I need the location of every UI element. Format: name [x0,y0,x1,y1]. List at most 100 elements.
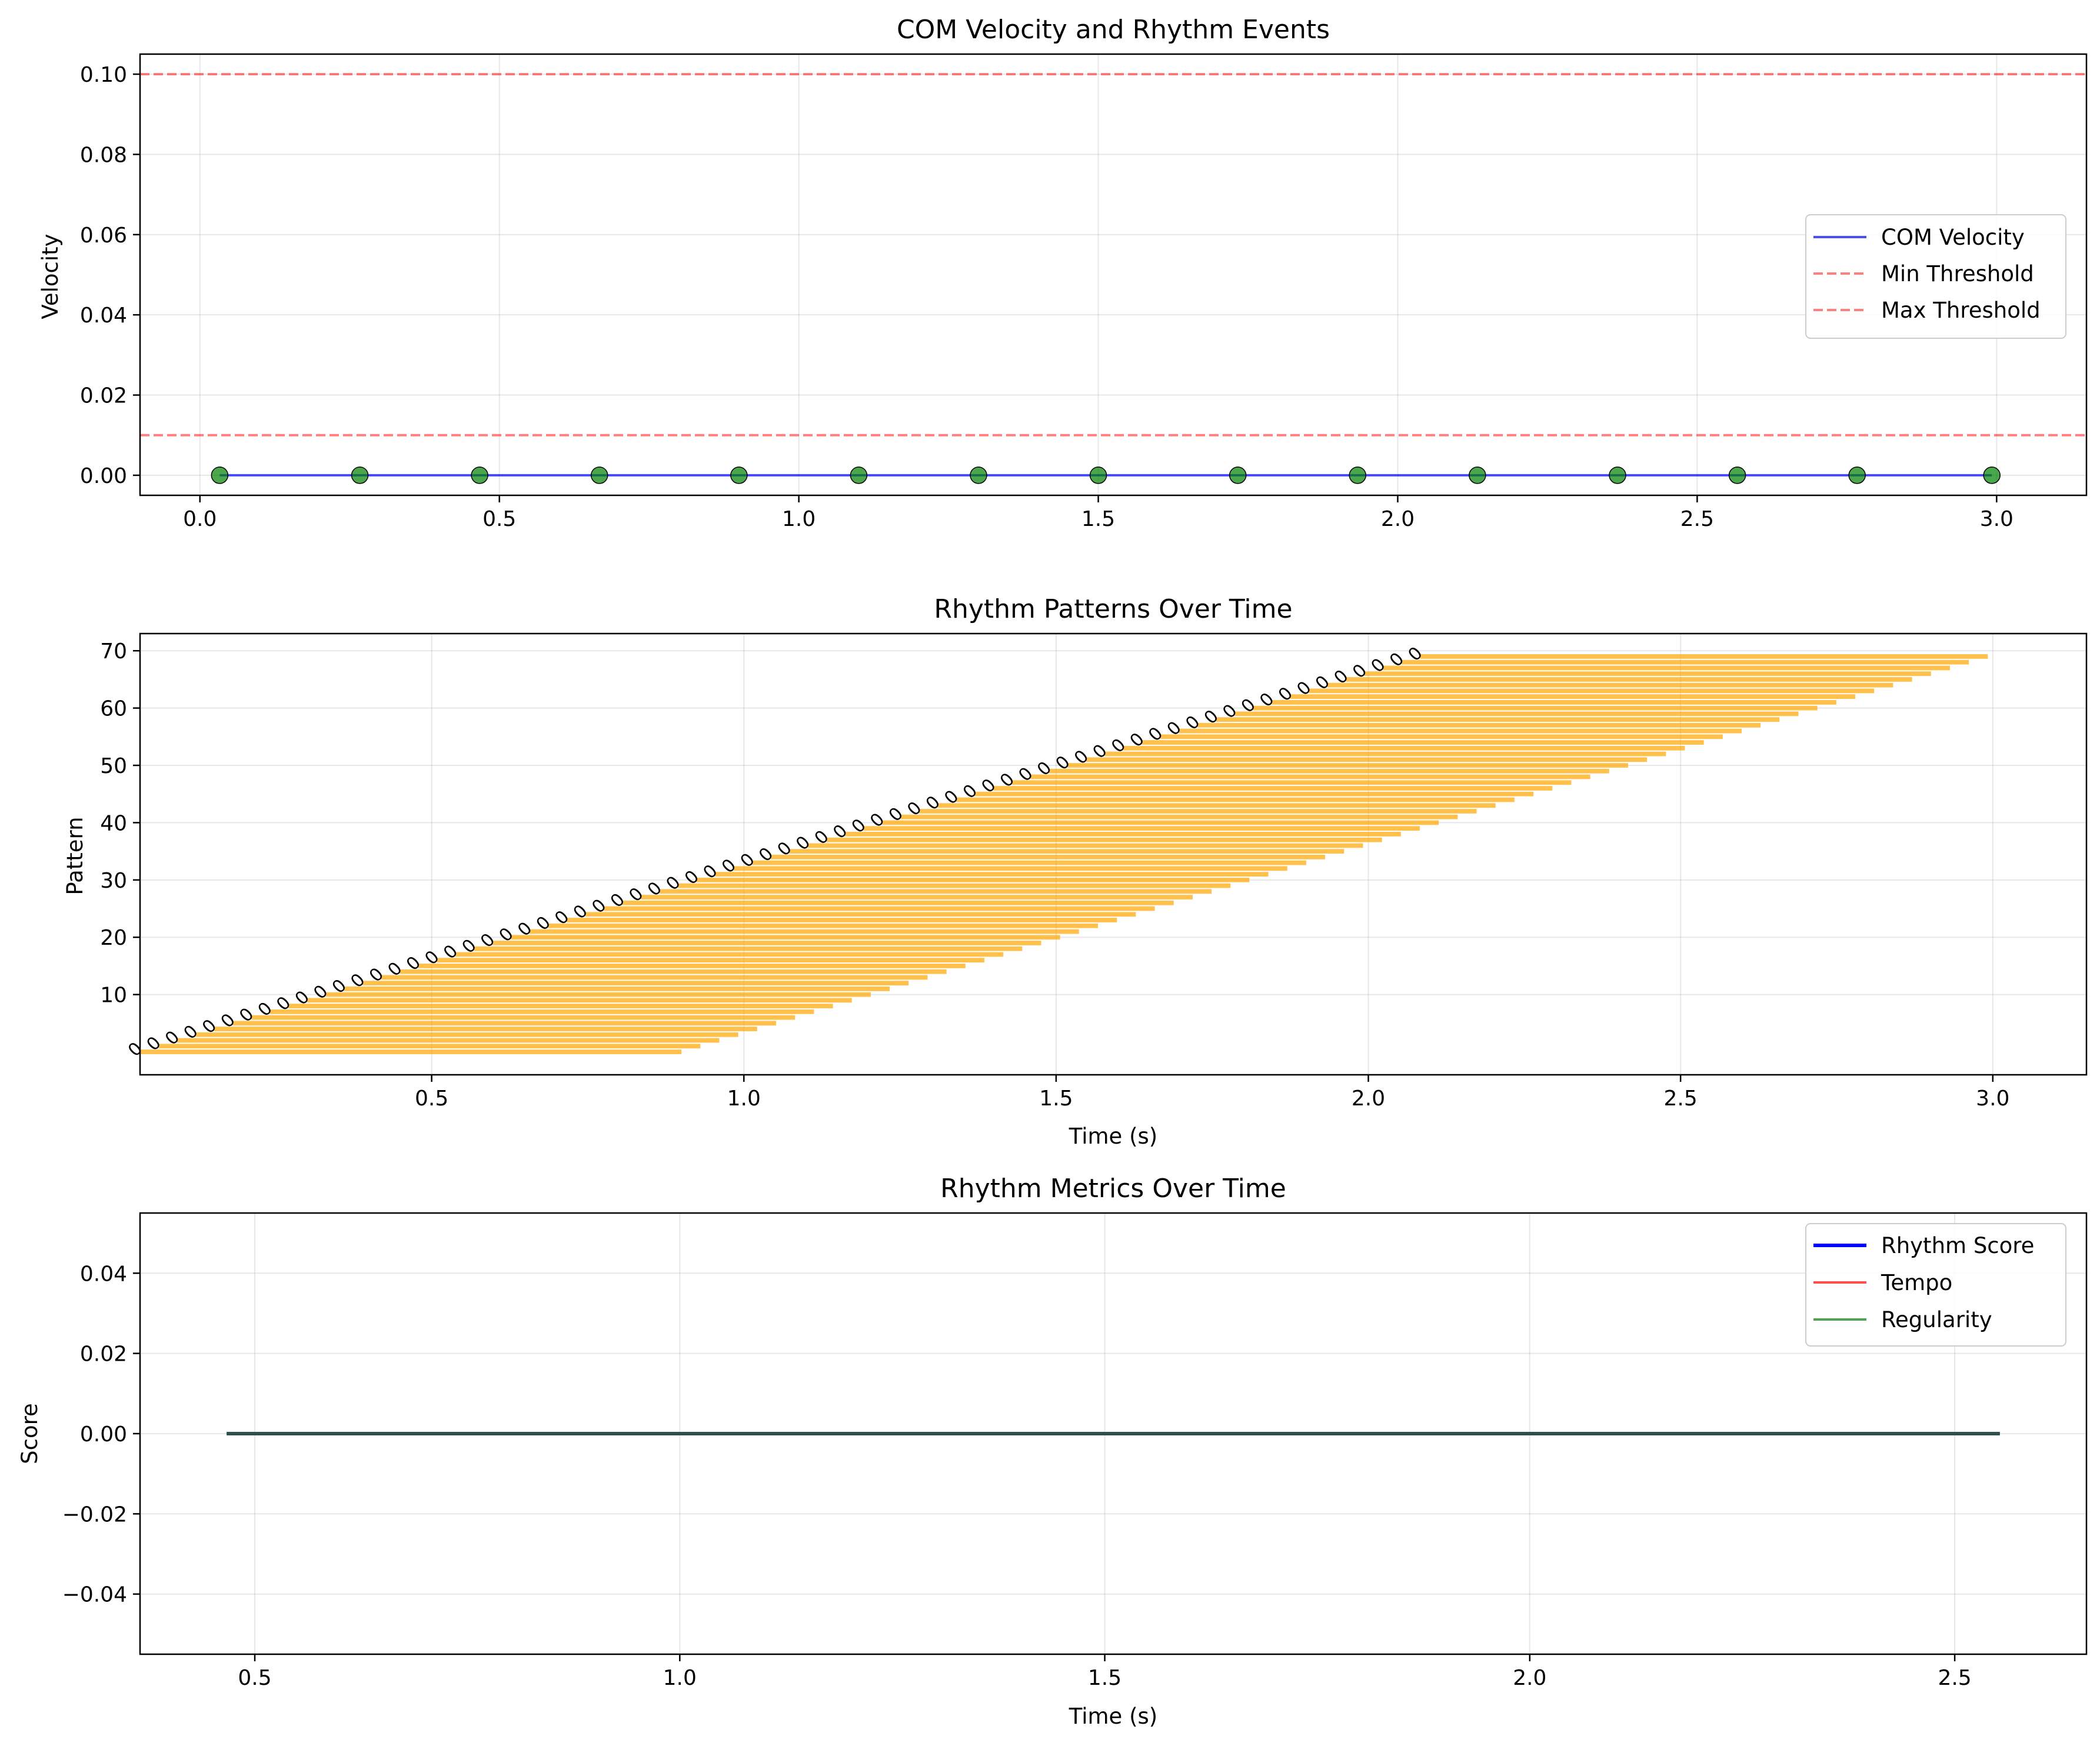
metrics-frame [139,1212,2088,1655]
velocity-series [140,73,2086,484]
velocity-y-tick-label: 0.08 [80,143,127,167]
pattern-bar [455,952,1004,957]
pattern-bar [659,889,1212,894]
pattern-bar [1364,671,1931,677]
pattern-bar [1346,677,1912,682]
pattern-bar [1104,751,1666,757]
legend-label-max-threshold: Max Threshold [1881,298,2041,323]
metrics-y-tick-label: −0.04 [62,1583,127,1607]
patterns-frame [139,632,2088,1076]
velocity-ticks: 0.0 0.5 1.0 1.5 2.0 2.5 3.0 0.00 0.02 0.04 0.06 0.0… [80,63,2014,531]
pattern-bar [937,803,1496,808]
pattern-bar [474,946,1023,951]
velocity-x-tick-label: 1.0 [782,507,816,531]
pattern-bar [641,895,1193,899]
pattern-bar [1420,654,1988,659]
pattern-bar [604,906,1155,911]
pattern-bar [678,883,1231,888]
patterns-y-tick-label: 60 [100,697,127,721]
velocity-x-tick-label: 0.5 [482,507,516,531]
pattern-bar [269,1009,814,1014]
rhythm-event-point [1229,467,1247,484]
pattern-bar [919,809,1477,814]
metrics-x-label: Time (s) [1069,1704,1157,1729]
velocity-x-tick-label: 2.5 [1680,507,1714,531]
rhythm-event-point [1349,467,1367,484]
patterns-y-label: Pattern [62,817,88,895]
velocity-legend: COM Velocity Min Threshold Max Threshold [1805,214,2066,339]
patterns-x-tick-label: 1.0 [727,1087,761,1111]
rhythm-event-point [1609,467,1626,484]
velocity-y-tick-label: 0.04 [80,304,127,328]
patterns-x-tick-label: 2.0 [1352,1087,1385,1111]
pattern-bar [437,958,984,963]
pattern-bar [1216,717,1780,722]
pattern-bar [696,877,1250,882]
patterns-y-tick-label: 20 [100,926,127,950]
metrics-x-tick-label: 1.0 [663,1666,697,1690]
metrics-y-tick-label: 0.04 [80,1262,127,1286]
metrics-legend: Rhythm Score Tempo Regularity [1805,1223,2066,1347]
metrics-panel: Rhythm Metrics Over Time Score Time (s) … [17,1174,2088,1729]
pattern-bar [511,935,1060,940]
legend-label-rhythm-score: Rhythm Score [1881,1233,2034,1258]
pattern-bar [1067,763,1628,768]
pattern-bar [177,1038,720,1043]
metrics-x-tick-label: 2.5 [1938,1666,1971,1690]
pattern-bar [530,929,1079,934]
velocity-panel: COM Velocity and Rhythm Events Velocity … [38,15,2088,531]
velocity-y-tick-label: 0.06 [80,224,127,248]
velocity-legend-box [1805,214,2066,339]
velocity-panel-title: COM Velocity and Rhythm Events [897,15,1330,45]
patterns-y-tick-label: 40 [100,811,127,835]
pattern-bar [1290,694,1856,699]
pattern-bar [808,843,1363,848]
velocity-x-tick-label: 0.0 [183,507,217,531]
patterns-x-tick-label: 3.0 [1976,1087,2009,1111]
pattern-bar [344,987,890,991]
pattern-bar [585,912,1136,917]
velocity-frame [139,53,2088,497]
pattern-bar [622,900,1174,905]
rhythm-event-point [351,467,369,484]
patterns-x-label: Time (s) [1069,1124,1157,1149]
patterns-grid [140,634,2086,1075]
metrics-ticks: 0.5 1.0 1.5 2.0 2.5 −0.04 −0.02 0.00 0.02 0.04 [62,1262,1972,1690]
pattern-bar [863,826,1420,831]
rhythm-event-point [850,467,868,484]
patterns-y-tick-label: 30 [100,869,127,893]
pattern-bar [195,1032,738,1037]
rhythm-event-point [730,467,748,484]
pattern-bar [158,1044,701,1049]
pattern-bar [418,964,966,968]
pattern-bar [715,872,1269,877]
metrics-y-tick-label: 0.02 [80,1342,127,1367]
pattern-bar [733,866,1287,871]
legend-label-min-threshold: Min Threshold [1881,261,2034,286]
pattern-bar [492,941,1041,945]
metrics-y-label: Score [17,1403,42,1464]
metrics-y-tick-label: −0.02 [62,1502,127,1527]
metrics-legend-box [1805,1223,2066,1347]
pattern-bar [362,981,909,986]
pattern-bar [752,860,1306,865]
pattern-bar [900,814,1458,819]
patterns-panel: Rhythm Patterns Over Time Pattern Time (… [62,594,2088,1149]
pattern-bar [1309,688,1875,694]
pattern-bar [1049,768,1609,774]
pattern-bar [232,1021,777,1026]
patterns-x-tick-label: 1.5 [1039,1087,1073,1111]
metrics-x-tick-label: 2.0 [1513,1666,1546,1690]
pattern-bar [400,969,947,974]
velocity-grid [140,54,2086,495]
rhythm-event-point [1983,467,2001,484]
pattern-bar [974,791,1534,797]
patterns-y-tick-label: 50 [100,754,127,778]
patterns-y-tick-label: 70 [100,639,127,664]
pattern-bar [1141,740,1704,745]
pattern-bar [1234,711,1799,717]
pattern-bar [826,837,1382,842]
legend-label-com-velocity: COM Velocity [1881,225,2025,250]
legend-label-regularity: Regularity [1881,1307,1992,1332]
